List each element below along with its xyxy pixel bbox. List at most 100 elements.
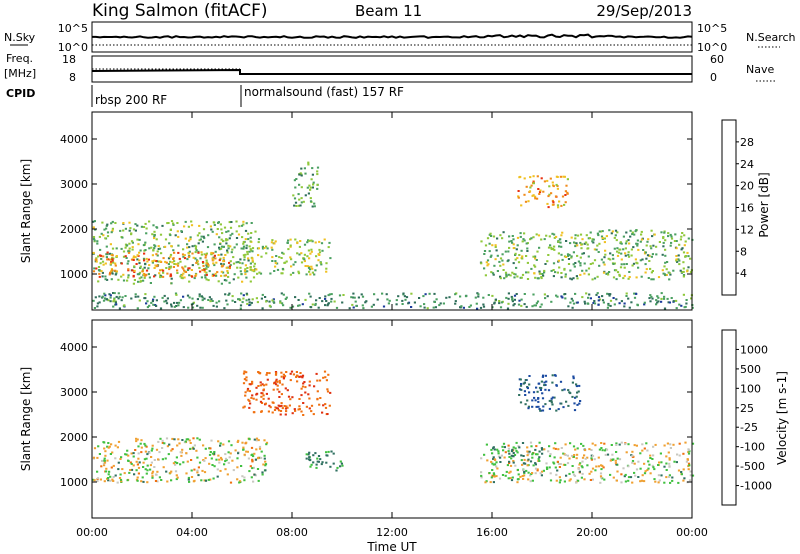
heatmap-cell xyxy=(642,249,645,251)
heatmap-cell xyxy=(387,302,390,305)
heatmap-cell xyxy=(646,449,649,452)
heatmap-cell xyxy=(668,474,671,477)
heatmap-cell xyxy=(325,461,328,464)
heatmap-cell xyxy=(298,183,301,186)
heatmap-cell xyxy=(627,476,631,479)
heatmap-cell xyxy=(289,244,292,247)
heatmap-cell xyxy=(215,301,218,304)
heatmap-cell xyxy=(564,194,567,196)
heatmap-cell xyxy=(240,224,244,227)
heatmap-cell xyxy=(292,271,295,274)
heatmap-cell xyxy=(182,306,185,309)
heatmap-cell xyxy=(303,243,307,246)
heatmap-cell xyxy=(650,255,653,258)
heatmap-cell xyxy=(184,265,187,268)
heatmap-cell xyxy=(330,293,333,296)
heatmap-cell xyxy=(252,480,255,483)
heatmap-cell xyxy=(235,237,239,239)
heatmap-cell xyxy=(523,193,526,196)
heatmap-cell xyxy=(279,301,282,304)
heatmap-cell xyxy=(557,408,560,411)
heatmap-cell xyxy=(540,303,543,306)
heatmap-cell xyxy=(146,453,149,456)
heatmap-cell xyxy=(154,480,158,482)
heatmap-cell xyxy=(300,197,303,200)
heatmap-cell xyxy=(223,307,226,310)
y-tick-label: 1000 xyxy=(60,268,88,281)
heatmap-cell xyxy=(250,232,253,234)
heatmap-cell xyxy=(574,234,577,237)
heatmap-cell xyxy=(213,224,216,226)
heatmap-cell xyxy=(112,261,115,264)
heatmap-cell xyxy=(506,307,510,310)
heatmap-cell xyxy=(198,293,201,296)
heatmap-cell xyxy=(629,229,632,232)
heatmap-cell xyxy=(192,447,195,450)
heatmap-cell xyxy=(129,461,132,464)
heatmap-cell xyxy=(212,274,215,277)
heatmap-cell xyxy=(683,477,686,480)
heatmap-cell xyxy=(569,301,572,304)
heatmap-cell xyxy=(311,303,314,306)
heatmap-cell xyxy=(250,268,253,271)
heatmap-cell xyxy=(255,448,258,451)
heatmap-cell xyxy=(639,467,642,470)
heatmap-cell xyxy=(169,234,172,237)
heatmap-cell xyxy=(531,452,534,455)
heatmap-cell xyxy=(193,444,196,447)
heatmap-cell xyxy=(164,238,168,241)
heatmap-cell xyxy=(158,247,162,250)
heatmap-cell xyxy=(643,462,646,465)
heatmap-cell xyxy=(264,402,267,405)
heatmap-cell xyxy=(668,278,671,281)
heatmap-cell xyxy=(561,389,564,392)
heatmap-cell xyxy=(105,224,108,227)
heatmap-cell xyxy=(488,250,491,253)
heatmap-cell xyxy=(243,269,247,272)
heatmap-cell xyxy=(238,225,241,228)
heatmap-cell xyxy=(628,242,631,245)
heatmap-cell xyxy=(645,244,648,247)
heatmap-cell xyxy=(581,460,584,463)
time-xlabel: Time UT xyxy=(366,540,417,554)
heatmap-cell xyxy=(512,247,515,250)
heatmap-cell xyxy=(665,469,668,471)
heatmap-cell xyxy=(666,261,669,263)
heatmap-cell xyxy=(606,306,609,309)
heatmap-cell xyxy=(175,263,178,266)
heatmap-cell xyxy=(286,389,289,392)
heatmap-cell xyxy=(518,388,522,391)
heatmap-cell xyxy=(226,303,229,306)
heatmap-cell xyxy=(570,297,573,300)
heatmap-cell xyxy=(523,381,526,384)
heatmap-cell xyxy=(151,475,154,478)
heatmap-cell xyxy=(275,378,278,381)
freq-tick-top: 18 xyxy=(62,53,76,66)
heatmap-cell xyxy=(298,405,301,408)
heatmap-cell xyxy=(236,478,239,481)
heatmap-cell xyxy=(539,472,542,475)
heatmap-cell xyxy=(673,460,676,463)
heatmap-cell xyxy=(123,472,126,475)
heatmap-cell xyxy=(624,254,627,257)
heatmap-cell xyxy=(129,227,132,230)
heatmap-cell xyxy=(296,374,299,377)
heatmap-cell xyxy=(493,475,496,478)
heatmap-cell xyxy=(517,196,520,199)
heatmap-cell xyxy=(255,297,258,300)
heatmap-cell xyxy=(537,188,540,190)
heatmap-cell xyxy=(211,257,214,260)
heatmap-cell xyxy=(540,276,543,278)
heatmap-cell xyxy=(188,250,191,253)
heatmap-cell xyxy=(117,278,120,281)
heatmap-cell xyxy=(230,444,233,447)
heatmap-cell xyxy=(105,470,108,473)
heatmap-cell xyxy=(565,400,568,403)
heatmap-cell xyxy=(575,275,578,278)
heatmap-cell xyxy=(204,479,208,482)
heatmap-cell xyxy=(507,444,510,447)
heatmap-cell xyxy=(601,449,604,452)
heatmap-cell xyxy=(95,267,98,270)
heatmap-cell xyxy=(534,448,537,451)
